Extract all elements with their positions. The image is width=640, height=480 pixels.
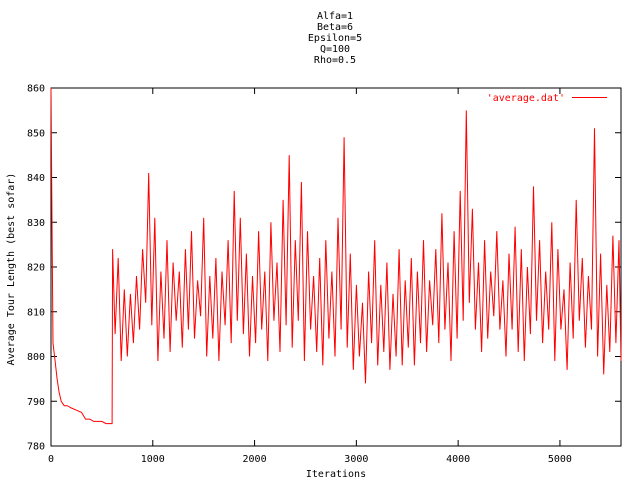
series-line-average (50, 87, 622, 425)
y-tick-label: 800 (27, 352, 45, 363)
x-axis-label: Iterations (306, 469, 366, 480)
y-tick-label: 810 (27, 307, 45, 318)
x-tick-label: 0 (48, 454, 54, 465)
legend: 'average.dat' (487, 93, 607, 104)
x-axis-ticks: 0 1000 2000 3000 4000 5000 (48, 88, 572, 465)
x-tick-label: 1000 (141, 454, 165, 465)
y-axis-label: Average Tour Length (best sofar) (6, 173, 17, 366)
y-tick-label: 780 (27, 442, 45, 453)
legend-label: 'average.dat' (487, 93, 565, 104)
y-tick-label: 830 (27, 218, 45, 229)
y-tick-label: 790 (27, 397, 45, 408)
title-line: Beta=6 (317, 22, 353, 33)
y-tick-label: 860 (27, 84, 45, 95)
y-tick-label: 820 (27, 263, 45, 274)
y-axis-ticks: 780 790 800 810 820 830 840 850 860 (27, 84, 621, 453)
x-tick-label: 3000 (344, 454, 368, 465)
title-line: Alfa=1 (317, 11, 353, 22)
x-tick-label: 2000 (243, 454, 267, 465)
x-tick-label: 5000 (548, 454, 572, 465)
title-line: Q=100 (320, 44, 350, 55)
title-line: Epsilon=5 (308, 33, 362, 44)
y-tick-label: 850 (27, 128, 45, 139)
y-tick-label: 840 (27, 173, 45, 184)
title-line: Rho=0.5 (314, 55, 356, 66)
x-tick-label: 4000 (446, 454, 470, 465)
